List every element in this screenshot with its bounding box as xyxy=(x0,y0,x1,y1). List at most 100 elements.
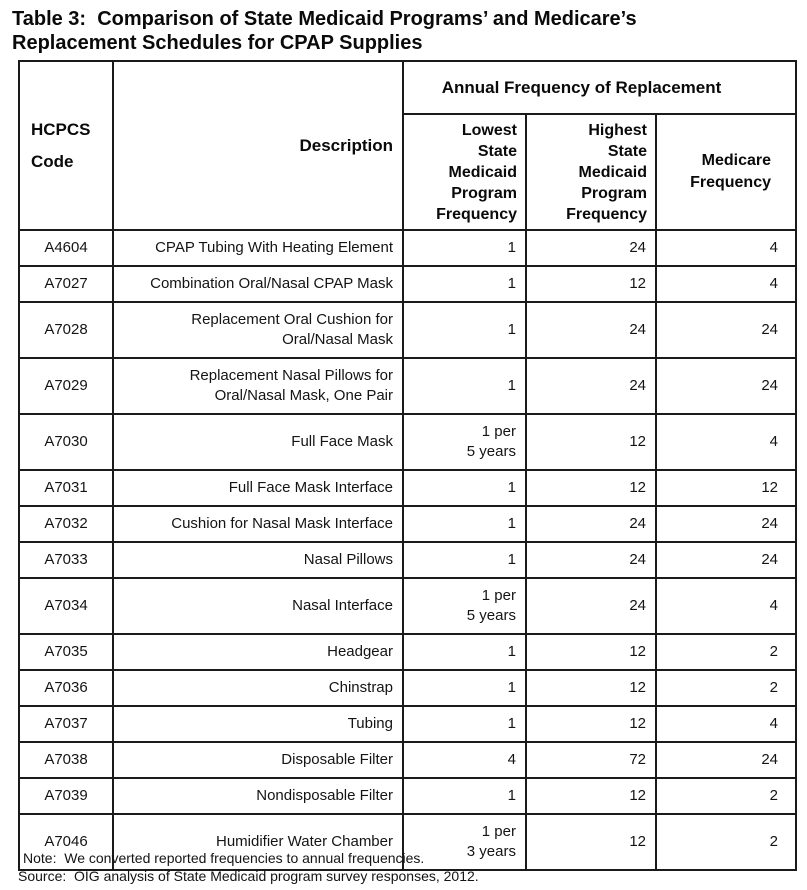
hcpcs-code-cell: A7033 xyxy=(18,541,114,579)
description-cell: Combination Oral/Nasal CPAP Mask xyxy=(112,265,404,303)
table-body: A4604 CPAP Tubing With Heating Element 1… xyxy=(18,229,797,871)
table-row: A7037 Tubing 1 12 4 xyxy=(18,705,797,743)
medicare-frequency-cell: 4 xyxy=(655,265,797,303)
description-cell: Humidifier Water Chamber xyxy=(112,813,404,871)
table-title: Table 3: Comparison of State Medicaid Pr… xyxy=(12,7,792,55)
hcpcs-code-cell: A7039 xyxy=(18,777,114,815)
table-footnotes: Note: We converted reported frequencies … xyxy=(18,849,798,885)
table-row: A7029 Replacement Nasal Pillows for Oral… xyxy=(18,357,797,415)
medicare-frequency-cell: 24 xyxy=(655,301,797,359)
hcpcs-code-cell: A7038 xyxy=(18,741,114,779)
description-cell: Chinstrap xyxy=(112,669,404,707)
lowest-frequency-cell: 1 xyxy=(402,777,527,815)
description-cell: Full Face Mask Interface xyxy=(112,469,404,507)
medicare-frequency-cell: 24 xyxy=(655,541,797,579)
highest-frequency-cell: 24 xyxy=(525,229,657,267)
hcpcs-code-cell: A7027 xyxy=(18,265,114,303)
medicare-frequency-cell: 2 xyxy=(655,777,797,815)
note-line: Note: We converted reported frequencies … xyxy=(23,850,425,866)
highest-frequency-cell: 12 xyxy=(525,469,657,507)
cpap-replacement-table: HCPCS Code Description Annual Frequency … xyxy=(18,60,797,871)
header-annual-frequency-group: Annual Frequency of Replacement xyxy=(402,60,797,115)
header-highest-state-medicaid-frequency: Highest State Medicaid Program Frequency xyxy=(525,113,657,231)
lowest-frequency-cell: 1 xyxy=(402,265,527,303)
lowest-frequency-cell: 1 xyxy=(402,301,527,359)
lowest-frequency-cell: 1 xyxy=(402,705,527,743)
header-medicare-frequency: Medicare Frequency xyxy=(655,113,797,231)
table-row: A7036 Chinstrap 1 12 2 xyxy=(18,669,797,707)
table-row: A7032 Cushion for Nasal Mask Interface 1… xyxy=(18,505,797,543)
description-cell: CPAP Tubing With Heating Element xyxy=(112,229,404,267)
table-row: A7030 Full Face Mask 1 per 5 years 12 4 xyxy=(18,413,797,471)
hcpcs-code-cell: A4604 xyxy=(18,229,114,267)
lowest-frequency-cell: 1 per 5 years xyxy=(402,577,527,635)
header-row-subcolumns: Lowest State Medicaid Program Frequency … xyxy=(19,113,797,231)
hcpcs-code-cell: A7035 xyxy=(18,633,114,671)
description-cell: Nasal Pillows xyxy=(112,541,404,579)
highest-frequency-cell: 24 xyxy=(525,301,657,359)
table-header: HCPCS Code Description Annual Frequency … xyxy=(18,60,797,231)
hcpcs-code-cell: A7034 xyxy=(18,577,114,635)
lowest-frequency-cell: 1 xyxy=(402,633,527,671)
source-line: Source: OIG analysis of State Medicaid p… xyxy=(18,868,479,884)
lowest-frequency-cell: 1 xyxy=(402,669,527,707)
table-row: A7027 Combination Oral/Nasal CPAP Mask 1… xyxy=(18,265,797,303)
medicare-frequency-cell: 4 xyxy=(655,413,797,471)
highest-frequency-cell: 12 xyxy=(525,633,657,671)
highest-frequency-cell: 12 xyxy=(525,669,657,707)
description-cell: Nondisposable Filter xyxy=(112,777,404,815)
table-title-line-1: Table 3: Comparison of State Medicaid Pr… xyxy=(12,8,637,30)
header-lowest-state-medicaid-frequency: Lowest State Medicaid Program Frequency xyxy=(402,113,527,231)
description-cell: Tubing xyxy=(112,705,404,743)
highest-frequency-cell: 24 xyxy=(525,541,657,579)
lowest-frequency-cell: 1 xyxy=(402,541,527,579)
medicare-frequency-cell: 24 xyxy=(655,357,797,415)
description-cell: Disposable Filter xyxy=(112,741,404,779)
hcpcs-code-cell: A7036 xyxy=(18,669,114,707)
hcpcs-code-cell: A7031 xyxy=(18,469,114,507)
lowest-frequency-cell: 1 xyxy=(402,469,527,507)
header-hcpcs-code: HCPCS Code xyxy=(18,60,114,231)
table-row: A4604 CPAP Tubing With Heating Element 1… xyxy=(18,229,797,267)
medicare-frequency-cell: 2 xyxy=(655,669,797,707)
highest-frequency-cell: 24 xyxy=(525,577,657,635)
description-cell: Full Face Mask xyxy=(112,413,404,471)
table-row: A7028 Replacement Oral Cushion for Oral/… xyxy=(18,301,797,359)
highest-frequency-cell: 24 xyxy=(525,505,657,543)
lowest-frequency-cell: 1 per 5 years xyxy=(402,413,527,471)
description-cell: Replacement Oral Cushion for Oral/Nasal … xyxy=(112,301,404,359)
medicare-frequency-cell: 2 xyxy=(655,633,797,671)
hcpcs-code-cell: A7046 xyxy=(18,813,114,871)
table-row: A7031 Full Face Mask Interface 1 12 12 xyxy=(18,469,797,507)
hcpcs-code-cell: A7029 xyxy=(18,357,114,415)
table-row: A7046 Humidifier Water Chamber 1 per 3 y… xyxy=(18,813,797,871)
medicare-frequency-cell: 24 xyxy=(655,741,797,779)
description-cell: Nasal Interface xyxy=(112,577,404,635)
medicare-frequency-cell: 4 xyxy=(655,229,797,267)
lowest-frequency-cell: 1 per 3 years xyxy=(402,813,527,871)
table-row: A7035 Headgear 1 12 2 xyxy=(18,633,797,671)
lowest-frequency-cell: 1 xyxy=(402,229,527,267)
highest-frequency-cell: 24 xyxy=(525,357,657,415)
hcpcs-code-cell: A7028 xyxy=(18,301,114,359)
lowest-frequency-cell: 4 xyxy=(402,741,527,779)
highest-frequency-cell: 72 xyxy=(525,741,657,779)
table-row: A7033 Nasal Pillows 1 24 24 xyxy=(18,541,797,579)
table-title-line-2: Replacement Schedules for CPAP Supplies xyxy=(12,32,423,54)
highest-frequency-cell: 12 xyxy=(525,777,657,815)
lowest-frequency-cell: 1 xyxy=(402,505,527,543)
table-row: A7038 Disposable Filter 4 72 24 xyxy=(18,741,797,779)
description-cell: Cushion for Nasal Mask Interface xyxy=(112,505,404,543)
medicare-frequency-cell: 4 xyxy=(655,705,797,743)
header-row-group: HCPCS Code Description Annual Frequency … xyxy=(18,60,797,231)
lowest-frequency-cell: 1 xyxy=(402,357,527,415)
highest-frequency-cell: 12 xyxy=(525,705,657,743)
medicare-frequency-cell: 2 xyxy=(655,813,797,871)
highest-frequency-cell: 12 xyxy=(525,265,657,303)
medicare-frequency-cell: 4 xyxy=(655,577,797,635)
medicare-frequency-cell: 24 xyxy=(655,505,797,543)
hcpcs-code-cell: A7037 xyxy=(18,705,114,743)
medicare-frequency-cell: 12 xyxy=(655,469,797,507)
highest-frequency-cell: 12 xyxy=(525,413,657,471)
